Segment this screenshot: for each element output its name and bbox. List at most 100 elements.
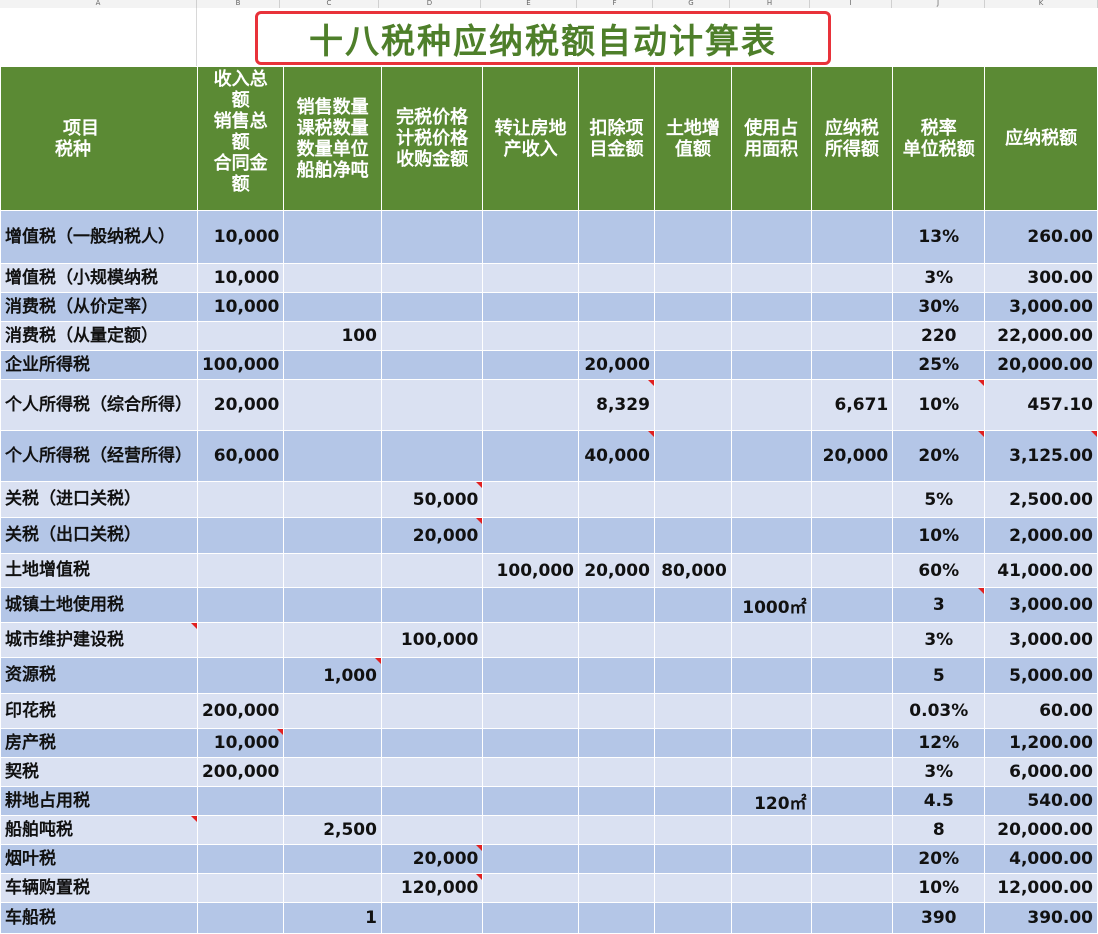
comment-marker[interactable] (476, 518, 482, 524)
cell-g[interactable]: 80,000 (653, 553, 732, 588)
cell-rate[interactable]: 10% (892, 873, 986, 903)
header-rate[interactable]: 税率 单位税额 (892, 66, 986, 211)
cell-c[interactable] (283, 517, 382, 554)
header-item-tax-type[interactable]: 项目 税种 (0, 66, 198, 211)
cell-f[interactable] (577, 815, 655, 845)
cell-f[interactable] (577, 844, 655, 874)
cell-e[interactable] (482, 350, 579, 380)
cell-h[interactable]: 1000㎡ (730, 587, 812, 623)
cell-c[interactable] (283, 786, 382, 816)
cell-tax-name[interactable]: 车船税 (0, 902, 198, 934)
cell-g[interactable] (653, 757, 732, 787)
comment-marker[interactable] (374, 658, 381, 664)
cell-h[interactable] (730, 622, 812, 658)
cell-i[interactable] (810, 873, 894, 903)
cell-d[interactable]: 100,000 (380, 622, 484, 658)
cell-b[interactable] (196, 815, 285, 845)
comment-marker[interactable] (476, 874, 482, 880)
cell-c[interactable] (283, 844, 382, 874)
cell-b[interactable] (196, 553, 285, 588)
cell-f[interactable] (577, 587, 655, 623)
cell-i[interactable] (810, 292, 894, 322)
cell-f[interactable] (577, 210, 655, 264)
cell-f[interactable] (577, 786, 655, 816)
cell-h[interactable] (730, 902, 812, 934)
cell-d[interactable] (380, 657, 484, 694)
cell-tax[interactable]: 4,000.00 (984, 844, 1098, 874)
cell-c[interactable] (283, 210, 382, 264)
cell-rate[interactable]: 20% (892, 430, 986, 482)
cell-c[interactable]: 100 (283, 321, 382, 351)
cell-tax-name[interactable]: 消费税（从量定额） (0, 321, 198, 351)
cell-g[interactable] (653, 693, 732, 729)
cell-c[interactable] (283, 553, 382, 588)
cell-h[interactable] (730, 210, 812, 264)
cell-e[interactable] (482, 263, 579, 293)
cell-rate[interactable]: 12% (892, 728, 986, 758)
cell-c[interactable] (283, 481, 382, 518)
comment-marker[interactable] (647, 380, 654, 386)
cell-d[interactable] (380, 321, 484, 351)
cell-c[interactable] (283, 587, 382, 623)
cell-rate[interactable]: 10% (892, 517, 986, 554)
cell-tax[interactable]: 60.00 (984, 693, 1098, 729)
column-header-h[interactable]: H (730, 0, 810, 8)
cell-d[interactable] (380, 430, 484, 482)
cell-b[interactable] (196, 587, 285, 623)
cell-i[interactable] (810, 517, 894, 554)
cell-i[interactable] (810, 844, 894, 874)
cell-g[interactable] (653, 321, 732, 351)
cell-e[interactable] (482, 728, 579, 758)
cell-b[interactable]: 10,000 (196, 728, 285, 758)
cell-i[interactable]: 20,000 (810, 430, 894, 482)
header-land-value-added[interactable]: 土地增 值额 (653, 66, 732, 211)
cell-i[interactable] (810, 481, 894, 518)
cell-c[interactable] (283, 622, 382, 658)
cell-c[interactable]: 1,000 (283, 657, 382, 694)
cell-tax-name[interactable]: 车辆购置税 (0, 873, 198, 903)
cell-f[interactable] (577, 517, 655, 554)
cell-b[interactable]: 10,000 (196, 292, 285, 322)
cell-rate[interactable]: 10% (892, 379, 986, 431)
cell-tax[interactable]: 6,000.00 (984, 757, 1098, 787)
cell-b[interactable]: 60,000 (196, 430, 285, 482)
cell-tax[interactable]: 3,000.00 (984, 622, 1098, 658)
comment-marker[interactable] (978, 431, 984, 437)
title-highlight-box[interactable]: 十八税种应纳税额自动计算表 (255, 11, 831, 65)
cell-g[interactable] (653, 587, 732, 623)
cell-i[interactable] (810, 587, 894, 623)
cell-tax-name[interactable]: 关税（进口关税） (0, 481, 198, 518)
cell-d[interactable] (380, 350, 484, 380)
cell-rate[interactable]: 25% (892, 350, 986, 380)
cell-c[interactable] (283, 757, 382, 787)
cell-tax-name[interactable]: 个人所得税（综合所得） (0, 379, 198, 431)
cell-d[interactable] (380, 210, 484, 264)
column-header-f[interactable]: F (577, 0, 653, 8)
cell-h[interactable] (730, 379, 812, 431)
cell-i[interactable] (810, 263, 894, 293)
cell-f[interactable]: 8,329 (577, 379, 655, 431)
comment-marker[interactable] (476, 845, 482, 851)
cell-tax[interactable]: 260.00 (984, 210, 1098, 264)
cell-rate[interactable]: 4.5 (892, 786, 986, 816)
cell-rate[interactable]: 390 (892, 902, 986, 934)
column-header-c[interactable]: C (280, 0, 379, 8)
cell-b[interactable] (196, 786, 285, 816)
cell-e[interactable] (482, 321, 579, 351)
cell-f[interactable] (577, 321, 655, 351)
cell-i[interactable] (810, 657, 894, 694)
cell-f[interactable] (577, 728, 655, 758)
cell-tax[interactable]: 457.10 (984, 379, 1098, 431)
cell-g[interactable] (653, 844, 732, 874)
cell-b[interactable] (196, 844, 285, 874)
cell-i[interactable] (810, 815, 894, 845)
cell-tax-name[interactable]: 城市维护建设税 (0, 622, 198, 658)
header-occupied-area[interactable]: 使用占 用面积 (730, 66, 812, 211)
cell-rate[interactable]: 5% (892, 481, 986, 518)
cell-e[interactable]: 100,000 (482, 553, 579, 588)
cell-g[interactable] (653, 481, 732, 518)
cell-g[interactable] (653, 210, 732, 264)
cell-e[interactable] (482, 210, 579, 264)
cell-e[interactable] (482, 693, 579, 729)
cell-d[interactable] (380, 263, 484, 293)
